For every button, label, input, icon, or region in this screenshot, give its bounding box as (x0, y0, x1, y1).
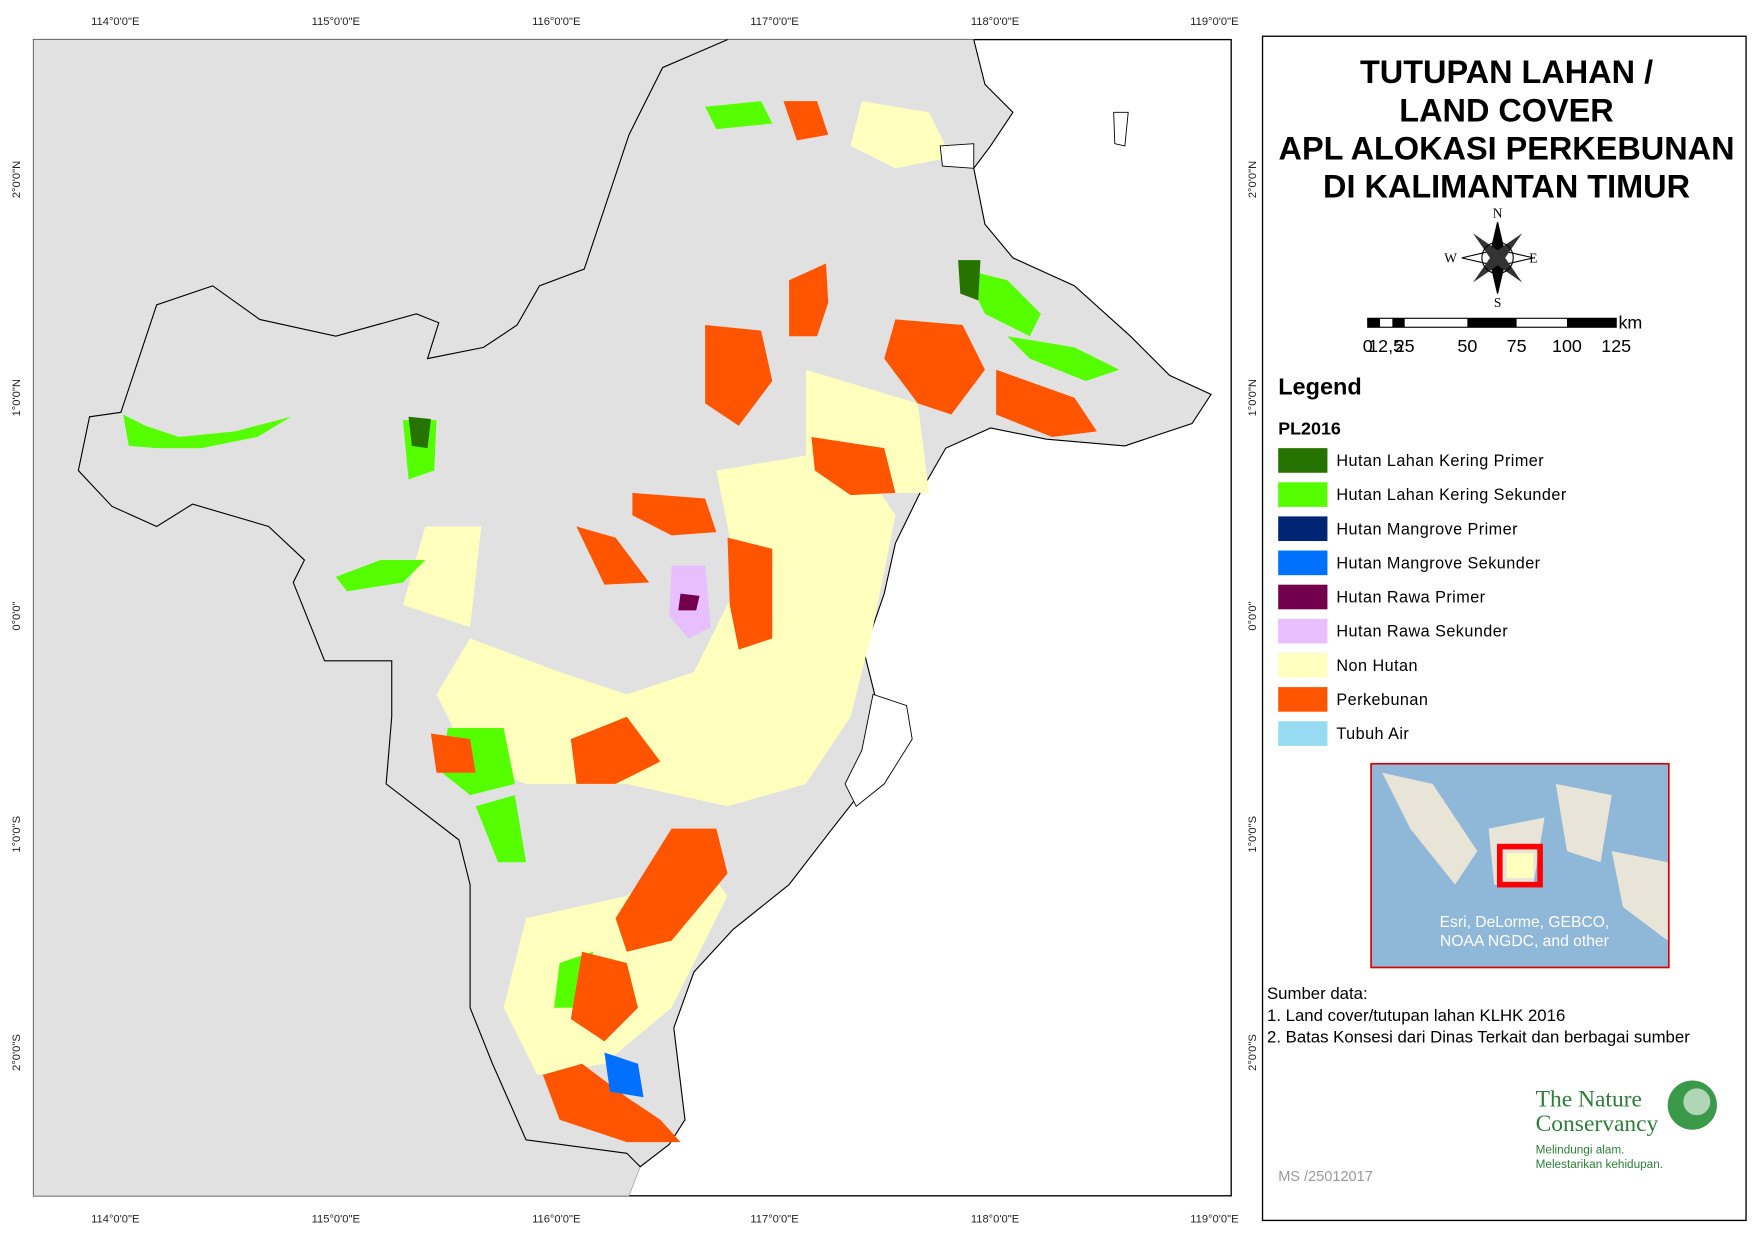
legend-label: Non Hutan (1336, 657, 1418, 675)
inset-attribution: Esri, DeLorme, GEBCO, NOAA NGDC, and othe… (1440, 914, 1610, 950)
map-frame (32, 38, 1232, 1197)
top-coord-label: 115°0'0"E (312, 16, 360, 28)
bottom-coord-label: 116°0'0"E (532, 1214, 580, 1226)
top-coord-label: 116°0'0"E (532, 16, 580, 28)
scale-label: 25 (1395, 336, 1415, 356)
left-coord-label: 0°0'0" (11, 601, 23, 630)
logo-name: The Nature (1536, 1086, 1642, 1112)
left-coord-label: 2°0'0"S (11, 1034, 23, 1071)
coast-details (844, 111, 1129, 807)
left-coord-label: 1°0'0"N (11, 379, 23, 416)
legend-title: Legend (1278, 373, 1362, 399)
scale-unit: km (1618, 312, 1642, 332)
legend-panel (1261, 35, 1747, 1222)
scale-label: 125 (1601, 336, 1631, 356)
legend-label: Hutan Mangrove Primer (1336, 520, 1518, 538)
attribution-line: Esri, DeLorme, GEBCO, (1440, 914, 1610, 931)
scale-bar: km (1367, 312, 1642, 332)
footer: MS /25012017 (1278, 1169, 1373, 1185)
top-coord-label: 118°0'0"E (971, 16, 1019, 28)
scale-label: 0 (1363, 336, 1373, 356)
legend-label: Hutan Lahan Kering Sekunder (1336, 486, 1566, 504)
title-line: DI KALIMANTAN TIMUR (1323, 168, 1690, 204)
top-coord-label: 117°0'0"E (750, 16, 798, 28)
bottom-coord-label: 117°0'0"E (750, 1214, 798, 1226)
legend-swatch (1278, 721, 1328, 746)
logo-name: Conservancy (1536, 1111, 1659, 1137)
legend-swatch (1278, 584, 1328, 610)
legend-swatch (1278, 618, 1328, 644)
right-coord-label: 2°0'0"S (1247, 1034, 1259, 1071)
logo-tagline: Melestarikan kehidupan. (1536, 1158, 1663, 1171)
bottom-coord-label: 119°0'0"E (1190, 1214, 1238, 1226)
scale-label: 12,5 (1368, 336, 1403, 356)
right-coord-label: 1°0'0"N (1247, 379, 1259, 416)
legend-swatch (1278, 448, 1328, 473)
legend-label: Hutan Rawa Sekunder (1336, 623, 1508, 641)
scale-labels: 012,525 50 75 100 125 (1363, 336, 1631, 356)
bottom-coord-label: 114°0'0"E (91, 1214, 139, 1226)
legend-label: Perkebunan (1336, 691, 1428, 709)
legend-swatch (1278, 687, 1328, 712)
left-coord-label: 1°0'0"S (11, 816, 23, 853)
legend-label: Hutan Lahan Kering Primer (1336, 452, 1544, 470)
source-line: 2. Batas Konsesi dari Dinas Terkait dan … (1267, 1027, 1690, 1046)
left-coord-label: 2°0'0"N (11, 161, 23, 198)
attribution-line: NOAA NGDC, and other (1440, 933, 1609, 950)
legend-swatch (1278, 516, 1328, 542)
scale-label: 75 (1507, 336, 1527, 356)
compass-n: N (1493, 206, 1503, 221)
right-coord-label: 1°0'0"S (1247, 816, 1259, 853)
logo-tagline: Melindungi alam. (1536, 1143, 1625, 1156)
legend-label: Hutan Rawa Primer (1336, 589, 1485, 607)
legend-swatch (1278, 652, 1328, 678)
bottom-coord-label: 115°0'0"E (312, 1214, 360, 1226)
coordinate-labels: 114°0'0"E 115°0'0"E 116°0'0"E 117°0'0"E 118°… (11, 16, 1259, 1226)
scale-label: 50 (1457, 336, 1477, 356)
legend-label: Tubuh Air (1336, 725, 1409, 743)
top-coord-label: 119°0'0"E (1190, 16, 1238, 28)
legend-subtitle: PL2016 (1278, 419, 1341, 439)
sources-heading: Sumber data: (1267, 984, 1368, 1003)
inset-map (1370, 762, 1670, 969)
province-boundary (77, 39, 1212, 1168)
title-line: TUTUPAN LAHAN / (1360, 54, 1653, 90)
title-line: LAND COVER (1399, 92, 1613, 128)
land-cover-patches (123, 101, 1120, 1143)
scale-label: 100 (1552, 336, 1582, 356)
legend-swatch (1278, 550, 1328, 576)
legend-label: Hutan Mangrove Sekunder (1336, 554, 1540, 572)
tnc-logo (1667, 1080, 1717, 1130)
bottom-coord-label: 118°0'0"E (971, 1214, 1019, 1226)
right-coord-label: 0°0'0" (1247, 601, 1259, 630)
title-line: APL ALOKASI PERKEBUNAN (1279, 130, 1735, 166)
source-line: 1. Land cover/tutupan lahan KLHK 2016 (1267, 1006, 1565, 1025)
top-coord-label: 114°0'0"E (91, 16, 139, 28)
compass-e: E (1529, 250, 1537, 265)
legend-swatch (1278, 482, 1328, 507)
right-coord-label: 2°0'0"N (1247, 161, 1259, 198)
compass-s: S (1494, 295, 1501, 310)
compass-w: W (1444, 250, 1457, 265)
sources: 1. Land cover/tutupan lahan KLHK 2016 2. … (1267, 1006, 1690, 1046)
legend-items: Hutan Lahan Kering Primer Hutan Lahan Ker… (1278, 448, 1566, 746)
north-arrow: N S W E (1444, 206, 1537, 311)
